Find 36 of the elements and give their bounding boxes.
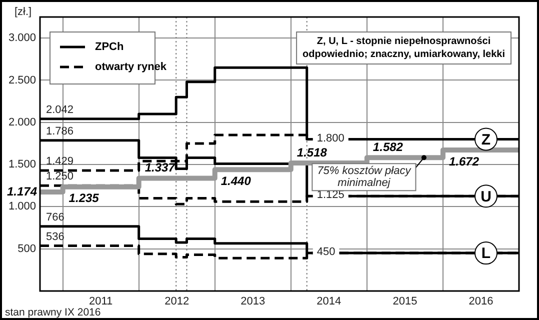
x-tick-label: 2013 (240, 296, 266, 308)
annotation: L (481, 245, 491, 262)
data-label: 766 (46, 211, 64, 224)
y-tick-label: 3.000 (8, 32, 36, 44)
legend-label: otwarty rynek (95, 61, 168, 74)
data-label: 1.235 (68, 191, 100, 206)
y-tick-label: 1.000 (8, 200, 36, 213)
x-tick-label: 2012 (164, 296, 190, 308)
data-label: 1.786 (46, 125, 74, 138)
annotation: U (480, 188, 492, 206)
legend-label: ZPCh (95, 41, 124, 54)
annotation: 75% kosztów płacy minimalnej (317, 165, 412, 190)
data-label: 1.250 (46, 170, 74, 183)
data-label: 1.582 (372, 140, 404, 154)
y-tick-label: 1.500 (8, 158, 36, 171)
x-tick-label: 2011 (88, 296, 113, 308)
annotation: Z, U, L - stopnie niepełnosprawności odpowiednio; znaczny, umiarkowany, lekki (302, 36, 506, 60)
data-label: 1.672 (448, 154, 480, 168)
annotation: Z (481, 131, 491, 148)
text: stan prawny IX 2016 (5, 306, 101, 319)
data-label: 1.174 (6, 184, 38, 198)
data-label: 1.518 (296, 145, 328, 160)
x-tick-label: 2015 (392, 296, 418, 308)
data-label: 1.337 (144, 160, 176, 175)
y-tick-label: 2.000 (8, 116, 36, 128)
y-axis-title: [zł.] (14, 6, 32, 18)
data-label: 1.800 (316, 132, 344, 144)
y-tick-label: 2.500 (8, 74, 36, 86)
x-tick-label: 2016 (468, 296, 494, 308)
y-tick-label: 500 (18, 242, 36, 255)
x-tick-label: 2014 (316, 296, 342, 308)
data-label: 1.440 (220, 174, 252, 188)
data-label: 2.042 (46, 104, 74, 116)
data-label: 536 (46, 230, 64, 243)
data-label: 1.429 (46, 156, 74, 168)
data-label: 450 (316, 246, 336, 258)
